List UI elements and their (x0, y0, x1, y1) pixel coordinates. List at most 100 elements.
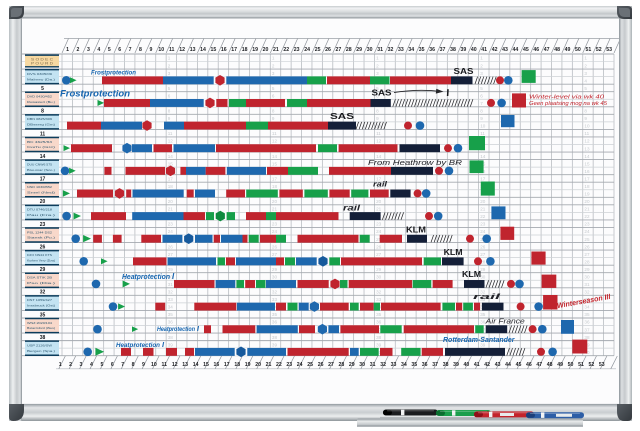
svg-text:6: 6 (376, 94, 379, 99)
svg-text:7: 7 (480, 101, 483, 106)
svg-text:32: 32 (272, 290, 278, 295)
svg-text:14: 14 (168, 154, 174, 159)
svg-text:15: 15 (168, 161, 174, 166)
svg-text:14: 14 (480, 154, 486, 159)
svg-text:rail: rail (343, 203, 361, 212)
svg-text:49: 49 (565, 47, 571, 53)
svg-text:47: 47 (544, 47, 550, 53)
svg-text:27: 27 (272, 252, 278, 257)
svg-text:34: 34 (168, 305, 174, 310)
svg-text:14: 14 (200, 47, 206, 53)
svg-text:25: 25 (584, 237, 590, 242)
svg-text:14: 14 (193, 362, 199, 368)
svg-text:35: 35 (376, 312, 382, 317)
svg-text:48: 48 (547, 362, 553, 368)
svg-text:rail: rail (373, 180, 388, 189)
svg-text:20: 20 (584, 199, 590, 204)
svg-text:48: 48 (554, 47, 560, 53)
svg-text:17: 17 (480, 176, 486, 181)
svg-text:11: 11 (376, 131, 381, 136)
svg-text:Corfu (Grc): Corfu (Grc) (27, 145, 55, 149)
svg-text:10: 10 (584, 124, 590, 129)
svg-text:20: 20 (272, 199, 278, 204)
svg-text:40: 40 (376, 350, 382, 355)
svg-text:30: 30 (168, 275, 174, 280)
svg-text:34: 34 (401, 362, 407, 368)
svg-text:12: 12 (179, 47, 185, 53)
svg-text:9: 9 (168, 116, 171, 121)
svg-text:I: I (172, 272, 175, 281)
svg-text:18: 18 (376, 184, 382, 189)
svg-text:15: 15 (203, 362, 209, 368)
svg-text:9: 9 (149, 47, 152, 53)
svg-text:28: 28 (339, 362, 345, 368)
svg-text:24: 24 (480, 229, 486, 234)
svg-text:14: 14 (584, 154, 590, 159)
svg-text:Rotterdam-Santander: Rotterdam-Santander (443, 337, 516, 344)
svg-text:32: 32 (380, 362, 386, 368)
svg-text:11: 11 (480, 131, 485, 136)
svg-text:Stansk (Po.): Stansk (Po.) (27, 236, 55, 240)
svg-text:45: 45 (523, 47, 529, 53)
svg-text:12: 12 (584, 139, 590, 144)
svg-text:31: 31 (377, 47, 383, 53)
svg-text:Bergen (Spa.): Bergen (Spa.) (27, 349, 55, 353)
svg-text:11: 11 (40, 131, 46, 137)
svg-text:SAS: SAS (372, 89, 393, 98)
svg-text:27: 27 (336, 47, 342, 53)
svg-text:6: 6 (168, 94, 171, 99)
svg-text:24: 24 (168, 229, 174, 234)
svg-text:35: 35 (584, 312, 590, 317)
svg-text:Frostprotection: Frostprotection (91, 70, 136, 77)
svg-text:38: 38 (272, 335, 278, 340)
svg-text:31: 31 (370, 362, 376, 368)
svg-text:44: 44 (505, 362, 511, 368)
svg-text:9: 9 (142, 362, 145, 368)
svg-text:17: 17 (376, 176, 382, 181)
svg-text:11: 11 (272, 131, 277, 136)
svg-text:47: 47 (536, 362, 542, 368)
svg-text:DST 1059/427: DST 1059/427 (27, 298, 52, 302)
svg-text:16: 16 (584, 169, 590, 174)
svg-text:26: 26 (480, 244, 486, 249)
svg-text:3: 3 (80, 362, 83, 368)
svg-text:22: 22 (480, 214, 486, 219)
svg-text:6: 6 (584, 94, 587, 99)
svg-text:rail: rail (473, 292, 502, 301)
svg-text:15: 15 (272, 161, 278, 166)
svg-text:I: I (197, 326, 200, 333)
svg-text:11: 11 (169, 47, 175, 53)
svg-text:NSD 1030/B52: NSD 1030/B52 (27, 185, 52, 189)
svg-text:35: 35 (411, 362, 417, 368)
svg-text:18: 18 (234, 362, 240, 368)
svg-text:6: 6 (118, 47, 121, 53)
svg-text:38: 38 (40, 335, 46, 341)
svg-text:33: 33 (391, 362, 397, 368)
svg-text:32: 32 (40, 290, 46, 296)
svg-text:11: 11 (162, 362, 168, 368)
svg-text:22: 22 (283, 47, 289, 53)
svg-text:1: 1 (584, 56, 587, 61)
svg-text:Bstacrsford (Wes): Bstacrsford (Wes) (27, 326, 55, 330)
svg-text:DTU 0746/218: DTU 0746/218 (27, 208, 52, 212)
svg-text:35: 35 (480, 312, 486, 317)
svg-text:35: 35 (419, 47, 425, 53)
svg-text:SAS: SAS (454, 67, 475, 76)
svg-text:52: 52 (589, 362, 595, 368)
svg-text:39: 39 (376, 342, 382, 347)
svg-text:KLM: KLM (444, 247, 463, 257)
svg-text:3: 3 (480, 71, 483, 76)
svg-text:28: 28 (346, 47, 352, 53)
svg-text:27: 27 (168, 252, 174, 257)
svg-text:32: 32 (376, 290, 382, 295)
svg-text:38: 38 (443, 362, 449, 368)
svg-text:1: 1 (59, 362, 62, 368)
svg-text:5: 5 (376, 86, 379, 91)
svg-text:9: 9 (584, 116, 587, 121)
svg-text:Kurken Very (Dza): Kurken Very (Dza) (27, 258, 55, 262)
svg-text:17: 17 (231, 47, 237, 53)
svg-text:43: 43 (495, 362, 501, 368)
svg-text:35: 35 (272, 312, 278, 317)
svg-text:32: 32 (584, 290, 590, 295)
svg-text:41: 41 (481, 47, 487, 53)
